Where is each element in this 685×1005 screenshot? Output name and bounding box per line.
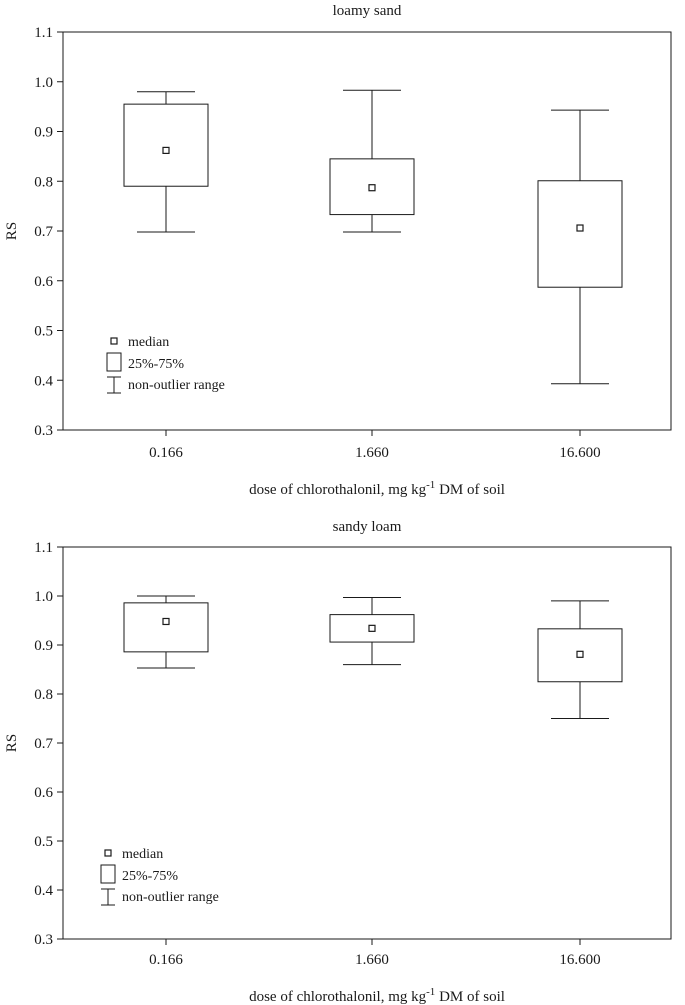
y-tick-label: 0.4: [34, 373, 53, 389]
x-axis-label-main: dose of chlorothalonil, mg kg: [249, 482, 427, 498]
legend-median-label: median: [122, 847, 163, 862]
y-tick-label: 0.9: [34, 125, 53, 141]
y-tick-label: 0.6: [34, 274, 53, 290]
chart-title: sandy loam: [333, 519, 402, 535]
legend: median 25%-75% non-outlier range: [106, 335, 225, 394]
legend-range-label: non-outlier range: [128, 378, 225, 393]
median-marker: [576, 224, 584, 232]
legend-median-label: median: [128, 335, 169, 350]
x-axis-label: dose of chlorothalonil, mg kg-1 DM of so…: [249, 986, 505, 1005]
x-tick-label: 0.166: [149, 445, 183, 461]
legend-median-symbol: [110, 337, 118, 345]
iqr-box: [123, 602, 209, 653]
y-tick-label: 1.1: [34, 25, 53, 41]
legend-box-label: 25%-75%: [128, 357, 184, 372]
y-axis-label: RS: [4, 734, 20, 752]
y-tick-label: 1.1: [34, 540, 53, 556]
y-tick-label: 0.5: [34, 834, 53, 850]
chart-title: loamy sand: [333, 3, 402, 19]
box-1.660: [329, 89, 415, 233]
x-axis-label-tail: DM of soil: [435, 989, 505, 1005]
median-marker: [162, 617, 170, 626]
iqr-box: [537, 180, 623, 288]
legend-median-symbol: [104, 849, 112, 857]
x-tick-label: 1.660: [355, 445, 389, 461]
x-axis-label-main: dose of chlorothalonil, mg kg: [249, 989, 427, 1005]
median-marker: [368, 624, 376, 632]
x-tick-label: 0.166: [149, 952, 183, 968]
y-tick-label: 0.7: [34, 736, 53, 752]
y-tick-label: 1.0: [34, 589, 53, 605]
chart-panel-1: loamy sand 0.3 0.4 0.5 0.6 0.7 0.8 0.9 1.0 1.1 RS 0…: [4, 3, 672, 498]
y-tick-label: 0.5: [34, 324, 53, 340]
box-0.166: [123, 595, 209, 669]
x-axis-label-superscript: -1: [426, 479, 435, 491]
legend-box-symbol: [106, 352, 122, 372]
x-axis-label: dose of chlorothalonil, mg kg-1 DM of so…: [249, 479, 505, 498]
x-axis-label-superscript: -1: [426, 986, 435, 998]
x-tick-label: 16.600: [559, 445, 600, 461]
x-axis-label-tail: DM of soil: [435, 482, 505, 498]
y-tick-label: 1.0: [34, 75, 53, 91]
y-tick-label: 0.8: [34, 174, 53, 190]
box-16.600: [537, 600, 623, 719]
median-marker: [162, 146, 170, 155]
y-tick-label: 0.6: [34, 785, 53, 801]
box-0.166: [123, 91, 209, 233]
iqr-box: [123, 103, 209, 187]
x-tick-label: 1.660: [355, 952, 389, 968]
median-marker: [576, 650, 584, 658]
y-tick-label: 0.3: [34, 932, 53, 948]
y-tick-label: 0.8: [34, 687, 53, 703]
legend: median 25%-75% non-outlier range: [100, 847, 219, 906]
box-16.600: [537, 109, 623, 385]
chart-panel-2: sandy loam 0.3 0.4 0.5 0.6 0.7 0.8 0.9 1.0 1.1 RS 0…: [4, 519, 672, 1005]
y-axis-label: RS: [4, 222, 20, 240]
median-marker: [368, 184, 376, 192]
y-tick-label: 0.3: [34, 423, 53, 439]
y-tick-label: 0.7: [34, 224, 53, 240]
box-1.660: [329, 596, 415, 666]
legend-box-symbol: [100, 864, 116, 884]
y-tick-label: 0.9: [34, 638, 53, 654]
legend-box-label: 25%-75%: [122, 869, 178, 884]
x-tick-label: 16.600: [559, 952, 600, 968]
y-tick-label: 0.4: [34, 883, 53, 899]
legend-range-label: non-outlier range: [122, 890, 219, 905]
